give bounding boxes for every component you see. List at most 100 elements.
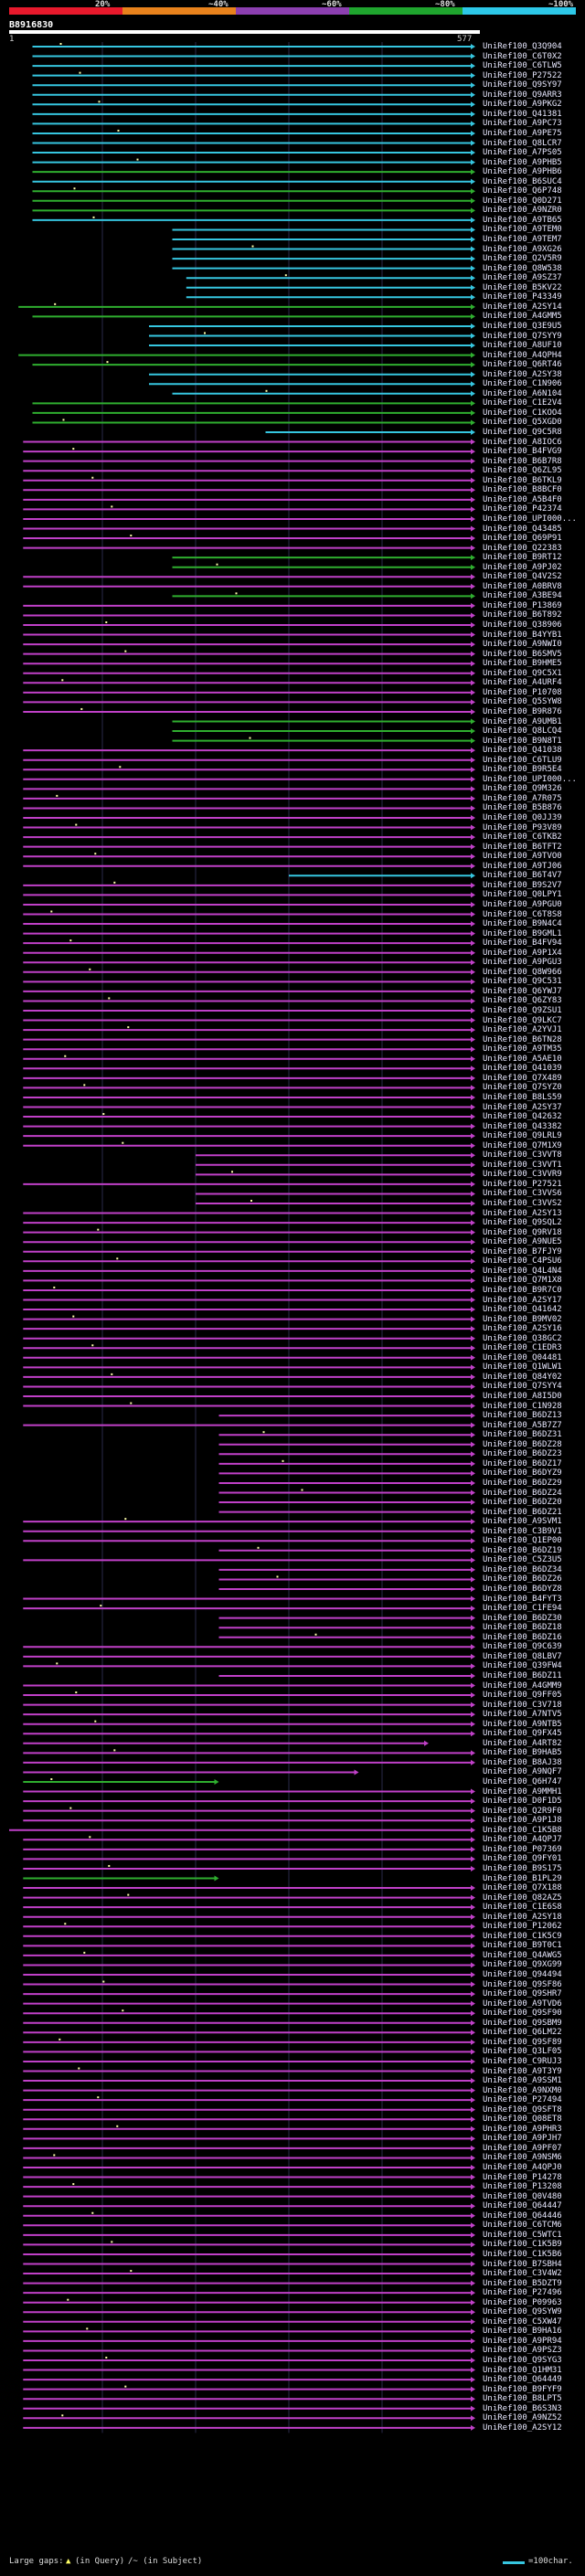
- hit-label[interactable]: UniRef100_Q64446: [483, 2210, 562, 2221]
- hit-label[interactable]: UniRef100_B9S175: [483, 1863, 562, 1873]
- hit-label[interactable]: UniRef100_Q9ZSU1: [483, 1006, 562, 1015]
- hit-label[interactable]: UniRef100_B8AJ38: [483, 1757, 562, 1767]
- hit-label[interactable]: UniRef100_B6SMV5: [483, 649, 562, 659]
- hit-label[interactable]: UniRef100_B6DZ16: [483, 1632, 562, 1642]
- hit-label[interactable]: UniRef100_Q7M1X9: [483, 1140, 562, 1150]
- hit-label[interactable]: UniRef100_Q5XGD0: [483, 418, 562, 428]
- hit-label[interactable]: UniRef100_A9PKG2: [483, 100, 562, 110]
- hit-label[interactable]: UniRef100_B9FYF9: [483, 2384, 562, 2394]
- hit-label[interactable]: UniRef100_A9PHB6: [483, 167, 562, 177]
- hit-label[interactable]: UniRef100_B9RT12: [483, 553, 562, 563]
- hit-label[interactable]: UniRef100_B6DYZ8: [483, 1585, 562, 1594]
- hit-label[interactable]: UniRef100_P09963: [483, 2297, 562, 2307]
- hit-label[interactable]: UniRef100_A7PS05: [483, 148, 562, 158]
- hit-label[interactable]: UniRef100_Q04481: [483, 1352, 562, 1362]
- hit-label[interactable]: UniRef100_B6TKL9: [483, 475, 562, 485]
- hit-label[interactable]: UniRef100_A2SY17: [483, 1295, 562, 1305]
- hit-label[interactable]: UniRef100_P27521: [483, 1179, 562, 1189]
- hit-label[interactable]: UniRef100_A2SY12: [483, 2422, 562, 2433]
- hit-label[interactable]: UniRef100_C1N928: [483, 1401, 562, 1411]
- hit-label[interactable]: UniRef100_B6TFT2: [483, 842, 562, 852]
- hit-label[interactable]: UniRef100_A9TEM7: [483, 235, 562, 244]
- hit-label[interactable]: UniRef100_Q41642: [483, 1305, 562, 1315]
- hit-label[interactable]: UniRef100_B6DZ23: [483, 1449, 562, 1459]
- hit-label[interactable]: UniRef100_Q82AZ5: [483, 1892, 562, 1903]
- hit-label[interactable]: UniRef100_C6TLW5: [483, 61, 562, 71]
- hit-label[interactable]: UniRef100_A2SY37: [483, 1102, 562, 1112]
- hit-label[interactable]: UniRef100_A2SY14: [483, 302, 562, 312]
- hit-label[interactable]: UniRef100_A9SVM1: [483, 1517, 562, 1527]
- hit-label[interactable]: UniRef100_A8IOC6: [483, 437, 562, 447]
- hit-label[interactable]: UniRef100_Q9RV18: [483, 1227, 562, 1237]
- hit-label[interactable]: UniRef100_P13208: [483, 2182, 562, 2192]
- hit-label[interactable]: UniRef100_A2YVJ1: [483, 1025, 562, 1035]
- hit-label[interactable]: UniRef100_Q6LM22: [483, 2028, 562, 2038]
- hit-label[interactable]: UniRef100_Q43485: [483, 524, 562, 534]
- hit-label[interactable]: UniRef100_Q8LCR7: [483, 138, 562, 148]
- hit-label[interactable]: UniRef100_Q9SF90: [483, 2009, 562, 2019]
- hit-label[interactable]: UniRef100_C1K5B9: [483, 2240, 562, 2250]
- hit-label[interactable]: UniRef100_A9TEM0: [483, 225, 562, 235]
- hit-label[interactable]: UniRef100_Q9C5R8: [483, 428, 562, 437]
- hit-label[interactable]: UniRef100_B6B7R8: [483, 456, 562, 466]
- hit-label[interactable]: UniRef100_A2SY18: [483, 1912, 562, 1922]
- hit-label[interactable]: UniRef100_Q84Y02: [483, 1372, 562, 1382]
- hit-label[interactable]: UniRef100_A9PSZ3: [483, 2346, 562, 2356]
- hit-label[interactable]: UniRef100_C6T8S8: [483, 909, 562, 919]
- hit-label[interactable]: UniRef100_P43349: [483, 292, 562, 302]
- hit-label[interactable]: UniRef100_Q9XG99: [483, 1960, 562, 1970]
- hit-label[interactable]: UniRef100_C1N906: [483, 379, 562, 389]
- hit-label[interactable]: UniRef100_Q0LPY1: [483, 890, 562, 900]
- hit-label[interactable]: UniRef100_A9PR94: [483, 2336, 562, 2346]
- hit-label[interactable]: UniRef100_C1K5B6: [483, 2249, 562, 2259]
- hit-label[interactable]: UniRef100_Q6RT46: [483, 360, 562, 370]
- hit-label[interactable]: UniRef100_C3VVS6: [483, 1189, 562, 1199]
- hit-label[interactable]: UniRef100_Q9C639: [483, 1642, 562, 1652]
- hit-label[interactable]: UniRef100_C3VVT1: [483, 1160, 562, 1170]
- hit-label[interactable]: UniRef100_P93V89: [483, 822, 562, 832]
- hit-label[interactable]: UniRef100_A9SSM1: [483, 2076, 562, 2086]
- hit-label[interactable]: UniRef100_B9N4C4: [483, 919, 562, 929]
- hit-label[interactable]: UniRef100_B6DZ20: [483, 1498, 562, 1508]
- hit-label[interactable]: UniRef100_B6DZ21: [483, 1507, 562, 1517]
- hit-label[interactable]: UniRef100_A9PHB5: [483, 157, 562, 167]
- hit-label[interactable]: UniRef100_A8UF10: [483, 341, 562, 351]
- hit-label[interactable]: UniRef100_C5XW47: [483, 2316, 562, 2327]
- hit-label[interactable]: UniRef100_A9PC73: [483, 119, 562, 129]
- hit-label[interactable]: UniRef100_C3V4W2: [483, 2269, 562, 2279]
- hit-label[interactable]: UniRef100_B6DZ31: [483, 1430, 562, 1440]
- hit-label[interactable]: UniRef100_P27496: [483, 2288, 562, 2298]
- hit-label[interactable]: UniRef100_A2SY16: [483, 1324, 562, 1334]
- hit-label[interactable]: UniRef100_A6N104: [483, 388, 562, 398]
- hit-label[interactable]: UniRef100_Q38906: [483, 620, 562, 630]
- hit-label[interactable]: UniRef100_B9R5E4: [483, 765, 562, 775]
- hit-label[interactable]: UniRef100_B6DZ11: [483, 1670, 562, 1680]
- hit-label[interactable]: UniRef100_Q9C531: [483, 977, 562, 987]
- hit-label[interactable]: UniRef100_Q69P91: [483, 534, 562, 544]
- hit-label[interactable]: UniRef100_Q5SYW8: [483, 697, 562, 707]
- hit-label[interactable]: UniRef100_B6DZ30: [483, 1613, 562, 1623]
- hit-label[interactable]: UniRef100_Q9SBM9: [483, 2018, 562, 2028]
- hit-label[interactable]: UniRef100_B5B876: [483, 803, 562, 813]
- hit-label[interactable]: UniRef100_A3BE94: [483, 591, 562, 601]
- hit-label[interactable]: UniRef100_Q2R9F0: [483, 1806, 562, 1816]
- hit-label[interactable]: UniRef100_C5Z3U5: [483, 1555, 562, 1565]
- hit-label[interactable]: UniRef100_Q41039: [483, 1064, 562, 1074]
- hit-label[interactable]: UniRef100_Q41038: [483, 746, 562, 756]
- hit-label[interactable]: UniRef100_B8LS59: [483, 1092, 562, 1102]
- hit-label[interactable]: UniRef100_Q4L4N4: [483, 1266, 562, 1276]
- hit-label[interactable]: UniRef100_A9UMB1: [483, 716, 562, 726]
- hit-label[interactable]: UniRef100_B4FVG9: [483, 447, 562, 457]
- hit-label[interactable]: UniRef100_B6T4V7: [483, 871, 562, 881]
- hit-label[interactable]: UniRef100_A9NUE5: [483, 1237, 562, 1247]
- hit-label[interactable]: UniRef100_Q9SYG3: [483, 2356, 562, 2365]
- hit-label[interactable]: UniRef100_B7FJY9: [483, 1246, 562, 1256]
- hit-label[interactable]: UniRef100_B4FYT3: [483, 1594, 562, 1604]
- hit-label[interactable]: UniRef100_C6TKB2: [483, 832, 562, 843]
- hit-label[interactable]: UniRef100_Q42632: [483, 1112, 562, 1122]
- hit-label[interactable]: UniRef100_Q6ZL95: [483, 466, 562, 476]
- hit-label[interactable]: UniRef100_B8LPT5: [483, 2394, 562, 2404]
- hit-label[interactable]: UniRef100_Q7SYY4: [483, 1382, 562, 1392]
- hit-label[interactable]: UniRef100_B1PL29: [483, 1873, 562, 1883]
- hit-label[interactable]: UniRef100_B9R7C0: [483, 1285, 562, 1295]
